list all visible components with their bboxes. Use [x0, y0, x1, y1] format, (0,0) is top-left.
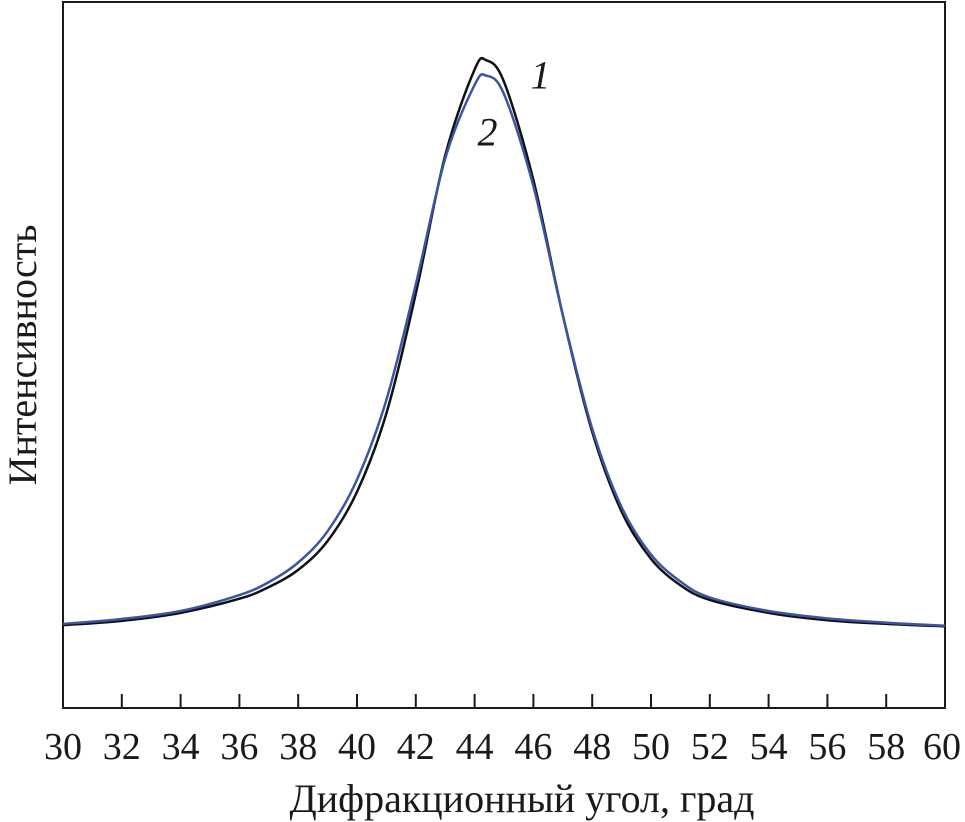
x-axis-ticks: [62, 694, 946, 708]
x-axis-tick-labels: 30 32 34 36 38 40 42 44 46 48 50 52 54 56 58 60: [44, 726, 961, 768]
x-tick-label-56: 56: [808, 726, 846, 768]
x-tick-label-58: 58: [867, 726, 905, 768]
plot-frame: [62, 1, 946, 709]
x-tick-label-32: 32: [103, 726, 141, 768]
x-tick-label-48: 48: [573, 726, 611, 768]
x-tick-label-44: 44: [456, 726, 494, 768]
x-tick-label-42: 42: [397, 726, 435, 768]
curve-label-1: 1: [530, 52, 550, 97]
x-tick-label-38: 38: [279, 726, 317, 768]
curve-1: [62, 56, 946, 628]
x-tick-label-54: 54: [750, 726, 788, 768]
x-tick-label-36: 36: [220, 726, 258, 768]
x-tick-label-40: 40: [338, 726, 376, 768]
x-tick-label-30: 30: [44, 726, 82, 768]
curves: [62, 56, 946, 628]
curve-2: [62, 73, 946, 627]
y-axis-title: Интенсивность: [0, 225, 45, 486]
x-tick-label-52: 52: [691, 726, 729, 768]
x-tick-label-50: 50: [632, 726, 670, 768]
x-axis-title: Дифракционный угол, град: [289, 776, 754, 821]
curve-label-2: 2: [478, 110, 498, 155]
x-tick-label-46: 46: [514, 726, 552, 768]
x-tick-label-60: 60: [923, 726, 961, 768]
x-tick-label-34: 34: [162, 726, 200, 768]
